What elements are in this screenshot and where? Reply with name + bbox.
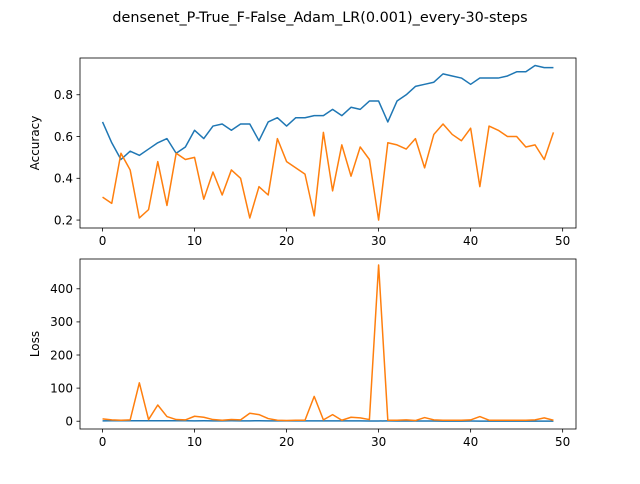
- loss-y-tick-label: 0: [65, 415, 73, 429]
- accuracy-x-tick-label: 30: [371, 234, 386, 248]
- accuracy-x-tick-label: 20: [279, 234, 294, 248]
- loss-x-tick-label: 30: [371, 435, 386, 449]
- accuracy-x-tick-label: 0: [99, 234, 107, 248]
- loss-axes-frame: [80, 259, 576, 429]
- loss-x-tick-label: 0: [99, 435, 107, 449]
- loss-subplot: 0 10 20 30 40 50 0 100 200 300 400 Loss: [28, 259, 576, 449]
- loss-y-tick-label: 100: [50, 381, 73, 395]
- loss-y-axis-label: Loss: [28, 331, 42, 357]
- loss-y-tick-label: 200: [50, 348, 73, 362]
- loss-y-tick-label: 400: [50, 282, 73, 296]
- figure-title: densenet_P-True_F-False_Adam_LR(0.001)_e…: [112, 10, 527, 26]
- loss-x-tick-label: 10: [187, 435, 202, 449]
- accuracy-axes-frame: [80, 58, 576, 228]
- loss-series-val-line: [103, 265, 554, 421]
- accuracy-subplot: 0 10 20 30 40 50 0.2 0.4 0.6 0.8 Accuracy: [28, 58, 576, 248]
- accuracy-y-tick-label: 0.6: [54, 130, 73, 144]
- accuracy-y-axis-label: Accuracy: [28, 116, 42, 171]
- accuracy-x-tick-label: 50: [555, 234, 570, 248]
- accuracy-x-tick-label: 10: [187, 234, 202, 248]
- accuracy-series-val-line: [103, 124, 554, 220]
- accuracy-y-tick-label: 0.2: [54, 213, 73, 227]
- accuracy-y-tick-label: 0.4: [54, 172, 73, 186]
- loss-y-tick-label: 300: [50, 315, 73, 329]
- accuracy-y-tick-label: 0.8: [54, 88, 73, 102]
- loss-x-tick-label: 20: [279, 435, 294, 449]
- loss-x-tick-label: 50: [555, 435, 570, 449]
- accuracy-x-tick-label: 40: [463, 234, 478, 248]
- loss-x-tick-label: 40: [463, 435, 478, 449]
